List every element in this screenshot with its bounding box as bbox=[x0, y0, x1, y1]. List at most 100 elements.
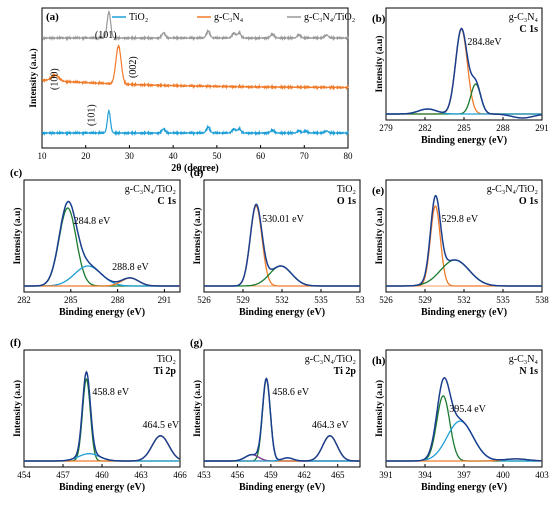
panel-label: (a) bbox=[46, 11, 59, 23]
x-axis-label: Binding energy (eV) bbox=[421, 482, 507, 493]
x-tick-label: 460 bbox=[95, 470, 109, 480]
peak-annotation: 530.01 eV bbox=[262, 214, 304, 225]
panel-label: (f) bbox=[10, 337, 21, 349]
annotation: (100) bbox=[49, 68, 60, 90]
peak-annotation: 284.8 eV bbox=[74, 216, 111, 227]
x-tick-label: 70 bbox=[300, 151, 310, 161]
x-tick-label: 50 bbox=[212, 151, 222, 161]
peak-annotation: 458.8 eV bbox=[92, 387, 129, 398]
peak-annotation: 464.5 eV bbox=[143, 420, 180, 431]
element-label: O 1s bbox=[337, 196, 356, 207]
x-tick-label: 462 bbox=[298, 470, 312, 480]
component-peak bbox=[24, 265, 180, 287]
x-tick-label: 20 bbox=[81, 151, 91, 161]
component-peak bbox=[204, 265, 360, 287]
plot-frame bbox=[41, 7, 349, 149]
x-tick-label: 456 bbox=[231, 470, 245, 480]
x-tick-label: 288 bbox=[496, 123, 510, 133]
x-tick-label: 40 bbox=[169, 151, 179, 161]
series-line bbox=[41, 10, 349, 42]
peak-annotation: 464.3 eV bbox=[312, 420, 349, 431]
x-tick-label: 532 bbox=[457, 295, 471, 305]
envelope-line bbox=[386, 194, 542, 287]
envelope-line bbox=[24, 370, 180, 462]
x-tick-label: 285 bbox=[457, 123, 471, 133]
envelope-line bbox=[24, 200, 180, 287]
y-axis-label: Intensity (a.u) bbox=[374, 207, 385, 264]
x-axis-label: 2θ (degree) bbox=[171, 163, 219, 174]
x-tick-label: 394 bbox=[418, 470, 432, 480]
envelope-line bbox=[204, 377, 360, 462]
x-tick-label: 397 bbox=[457, 470, 471, 480]
x-tick-label: 53 bbox=[356, 295, 366, 305]
x-tick-label: 403 bbox=[535, 470, 549, 480]
component-peak bbox=[386, 83, 542, 115]
x-tick-label: 391 bbox=[379, 470, 393, 480]
x-tick-label: 282 bbox=[17, 295, 31, 305]
peak-annotation: 395.4 eV bbox=[449, 404, 486, 415]
panel-label: (d) bbox=[190, 167, 204, 179]
x-tick-label: 526 bbox=[197, 295, 211, 305]
x-tick-label: 291 bbox=[535, 123, 549, 133]
x-axis-label: Binding energy (eV) bbox=[59, 482, 145, 493]
x-tick-label: 532 bbox=[275, 295, 289, 305]
material-label: TiO₂ bbox=[157, 354, 176, 365]
x-axis-label: Binding energy (eV) bbox=[239, 307, 325, 318]
peak-annotation: 284.8eV bbox=[467, 37, 502, 48]
y-axis-label: Intensity (a.u) bbox=[12, 380, 23, 437]
annotation: (101) bbox=[95, 30, 117, 41]
x-tick-label: 453 bbox=[197, 470, 211, 480]
x-tick-label: 535 bbox=[314, 295, 328, 305]
envelope-line bbox=[386, 376, 542, 462]
x-tick-label: 279 bbox=[379, 123, 393, 133]
x-tick-label: 80 bbox=[344, 151, 354, 161]
panel-label: (e) bbox=[372, 185, 385, 197]
panel-b: 279 282 285 288 291 Binding energy (eV) Intens… bbox=[372, 7, 549, 146]
y-axis-label: Intensity (a.u) bbox=[192, 380, 203, 437]
material-label: g-C₃N₄/TiO₂ bbox=[125, 184, 176, 195]
panel-g: 453 456 459 462 465 Binding energy (eV) Intens… bbox=[190, 337, 361, 493]
annotation: (002) bbox=[128, 56, 139, 78]
material-label: g-C₃N₄/TiO₂ bbox=[305, 354, 356, 365]
component-peak bbox=[204, 435, 360, 462]
component-peak bbox=[386, 420, 542, 462]
x-axis-label: Binding energy (eV) bbox=[59, 307, 145, 318]
y-axis-label: Intensity (a.u) bbox=[374, 35, 385, 92]
x-tick-label: 529 bbox=[418, 295, 432, 305]
series-line bbox=[41, 109, 349, 137]
x-tick-label: 463 bbox=[134, 470, 148, 480]
x-tick-label: 288 bbox=[111, 295, 125, 305]
x-tick-label: 60 bbox=[256, 151, 266, 161]
material-label: g-C₃N₄/TiO₂ bbox=[487, 184, 538, 195]
peak-annotation: 529.8 eV bbox=[441, 214, 478, 225]
x-tick-label: 459 bbox=[264, 470, 278, 480]
panel-e: 526 529 532 535 538 Binding energy (eV) Intens… bbox=[372, 179, 549, 318]
component-peak bbox=[386, 28, 542, 115]
x-tick-label: 30 bbox=[125, 151, 135, 161]
material-label: g-C₃N₄ bbox=[509, 12, 539, 23]
y-axis-label: Intensity (a.u.) bbox=[28, 48, 39, 107]
x-tick-label: 291 bbox=[158, 295, 172, 305]
x-tick-label: 400 bbox=[496, 470, 510, 480]
panel-label: (g) bbox=[190, 337, 203, 349]
x-tick-label: 465 bbox=[331, 470, 345, 480]
legend-entry: g-C₃N₄ bbox=[214, 12, 244, 23]
peak-annotation: 458.6 eV bbox=[272, 387, 309, 398]
x-tick-label: 529 bbox=[236, 295, 250, 305]
plot-frame bbox=[23, 179, 181, 293]
annotation: (101) bbox=[86, 104, 97, 126]
x-tick-label: 466 bbox=[173, 470, 187, 480]
envelope-line bbox=[386, 27, 542, 119]
panel-label: (c) bbox=[10, 167, 23, 179]
x-tick-label: 285 bbox=[64, 295, 78, 305]
x-tick-label: 457 bbox=[56, 470, 70, 480]
material-label: TiO₂ bbox=[337, 184, 356, 195]
element-label: Ti 2p bbox=[154, 366, 177, 377]
element-label: Ti 2p bbox=[334, 366, 357, 377]
panel-label: (h) bbox=[372, 355, 386, 367]
series-line bbox=[41, 44, 349, 91]
panel-c: 282 285 288 291 Binding energy (eV) Intensity… bbox=[10, 167, 181, 318]
element-label: O 1s bbox=[519, 196, 538, 207]
x-axis-label: Binding energy (eV) bbox=[421, 135, 507, 146]
